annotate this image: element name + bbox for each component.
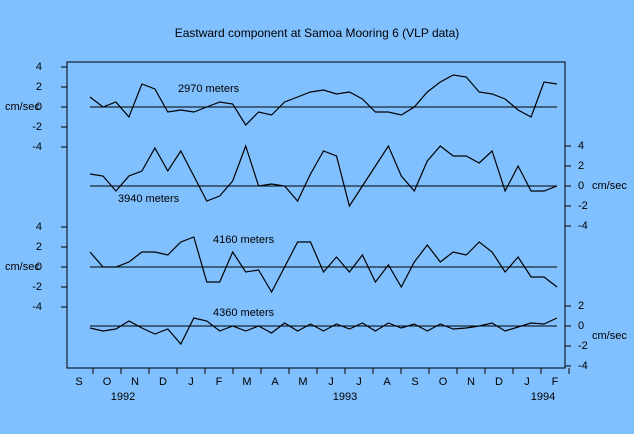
y-tick-label: 0	[578, 180, 584, 192]
y-tick-label: 0	[36, 261, 42, 273]
y-tick-label: 4	[36, 221, 42, 233]
y-tick-label: 0	[578, 320, 584, 332]
x-tick-label: M	[298, 376, 307, 388]
plot-frame	[66, 61, 566, 369]
chart-title: Eastward component at Samoa Mooring 6 (V…	[175, 26, 460, 40]
y-tick-label: -2	[578, 340, 588, 352]
year-label: 1992	[111, 391, 135, 403]
x-tick-label: D	[159, 376, 167, 388]
y-tick-label: -4	[578, 220, 588, 232]
y-tick-label: 2	[36, 241, 42, 253]
series-line	[89, 236, 558, 294]
axis-unit: cm/sec	[592, 180, 627, 192]
y-tick-label: 2	[578, 300, 584, 312]
series-label: 4360 meters	[213, 307, 275, 319]
x-tick-label: S	[75, 376, 82, 388]
x-tick-label: M	[242, 376, 251, 388]
axis-unit: cm/sec	[592, 330, 627, 342]
x-tick-label: O	[103, 376, 112, 388]
series-line	[89, 74, 558, 126]
x-tick-label: O	[439, 376, 448, 388]
x-tick-label: A	[271, 376, 279, 388]
x-tick-label: J	[524, 376, 530, 388]
y-tick-label: -4	[578, 360, 588, 372]
x-tick-label: S	[411, 376, 418, 388]
x-tick-label: J	[188, 376, 194, 388]
year-label: 1993	[333, 391, 357, 403]
series-label: 2970 meters	[178, 83, 240, 95]
y-tick-label: 2	[36, 81, 42, 93]
series-line	[89, 317, 558, 346]
x-tick-label: F	[216, 376, 223, 388]
x-tick-label: N	[131, 376, 139, 388]
x-tick-label: F	[552, 376, 559, 388]
x-tick-label: J	[356, 376, 362, 388]
y-tick-label: 2	[578, 160, 584, 172]
y-tick-label: -2	[32, 121, 42, 133]
y-tick-label: 4	[36, 61, 42, 73]
axis-unit: cm/sec	[5, 101, 40, 113]
series-line	[89, 144, 558, 208]
y-tick-label: 0	[36, 101, 42, 113]
y-tick-label: -4	[32, 301, 42, 313]
y-tick-label: -4	[32, 141, 42, 153]
x-tick-label: D	[495, 376, 503, 388]
y-tick-label: -2	[32, 281, 42, 293]
x-tick-label: J	[328, 376, 334, 388]
x-tick-label: A	[383, 376, 391, 388]
y-tick-label: -2	[578, 200, 588, 212]
year-label: 1994	[531, 391, 555, 403]
series-label: 4160 meters	[213, 234, 275, 246]
axis-unit: cm/sec	[5, 261, 40, 273]
series-label: 3940 meters	[118, 193, 180, 205]
y-tick-label: 4	[578, 140, 584, 152]
x-tick-label: N	[467, 376, 475, 388]
